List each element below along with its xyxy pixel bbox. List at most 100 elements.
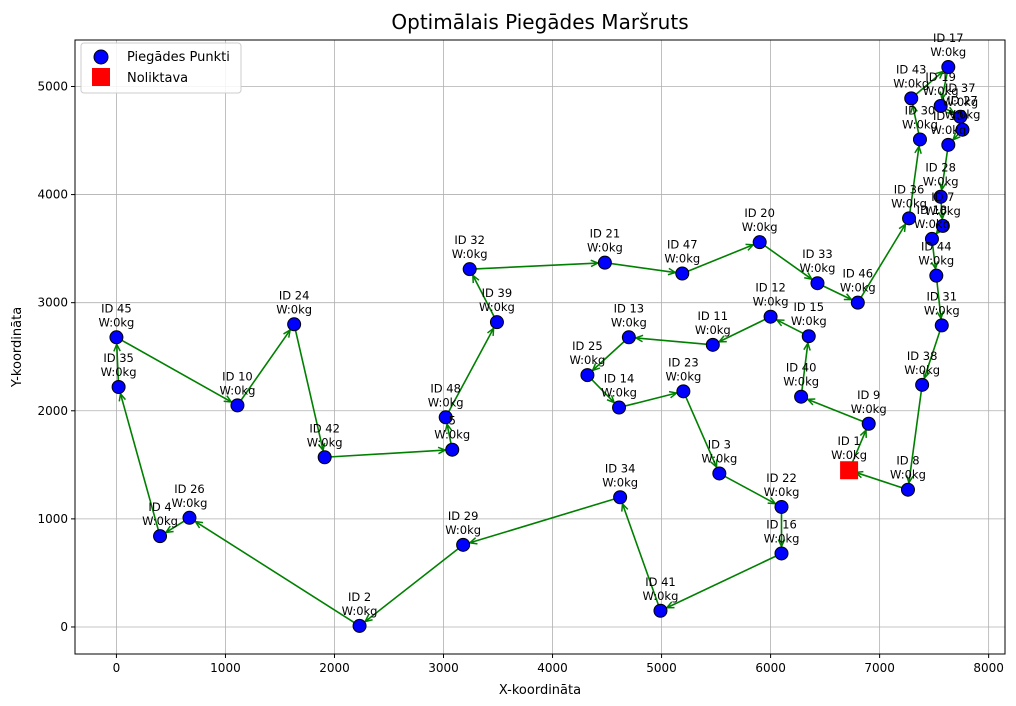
y-axis-label: Y-koordināta <box>10 307 25 388</box>
point-id-label: ID 25 <box>572 339 603 353</box>
point-id-label: ID 43 <box>896 62 927 76</box>
route-arrow <box>939 91 948 101</box>
legend-marker-points <box>93 49 109 65</box>
point-id-label: ID 14 <box>604 372 635 386</box>
point-id-label: ID 18 <box>917 203 948 217</box>
point-weight-label: W:0kg <box>930 45 966 59</box>
route-arrow <box>745 243 755 251</box>
point-id-label: ID 34 <box>605 461 636 475</box>
route-arrow <box>935 70 945 79</box>
delivery-point <box>850 295 865 310</box>
y-tick-label: 5000 <box>37 79 68 93</box>
delivery-point <box>774 546 789 561</box>
point-id-label: ID 31 <box>926 289 957 303</box>
point-weight-label: W:0kg <box>918 254 954 268</box>
point-weight-label: W:0kg <box>99 315 135 329</box>
y-tick-label: 2000 <box>37 404 68 418</box>
point-id-label: ID 22 <box>766 471 797 485</box>
delivery-point <box>933 189 948 204</box>
point-id-label: ID 32 <box>454 233 485 247</box>
legend-marker-depot <box>92 68 110 86</box>
point-id-label: ID 9 <box>857 388 880 402</box>
delivery-point <box>109 330 124 345</box>
route-segment <box>857 223 907 304</box>
route-arrow <box>113 342 121 352</box>
point-weight-label: W:0kg <box>276 302 312 316</box>
point-weight-label: W:0kg <box>945 108 981 122</box>
route-segment <box>194 520 360 627</box>
point-id-label: ID 17 <box>933 31 964 45</box>
x-tick-label: 1000 <box>210 661 241 675</box>
x-tick-label: 4000 <box>537 661 568 675</box>
delivery-point <box>801 329 816 344</box>
route-segment <box>469 262 598 270</box>
point-id-label: ID 4 <box>148 500 171 514</box>
point-weight-label: W:0kg <box>601 386 637 400</box>
delivery-point <box>182 510 197 525</box>
legend: Piegādes Punkti Noliktava <box>80 42 242 94</box>
point-id-label: ID 30 <box>905 103 936 117</box>
route-segment <box>718 316 771 343</box>
route-arrow <box>767 497 777 505</box>
route-arrow <box>468 537 478 545</box>
route-segment <box>364 544 464 623</box>
point-weight-label: W:0kg <box>172 496 208 510</box>
route-segment <box>621 503 662 612</box>
point-id-label: ID 21 <box>590 227 621 241</box>
delivery-point <box>794 389 809 404</box>
point-weight-label: W:0kg <box>479 300 515 314</box>
point-id-label: ID 13 <box>614 301 645 315</box>
route-segment <box>119 393 161 537</box>
route-segment <box>940 144 950 190</box>
point-weight-label: W:0kg <box>445 523 481 537</box>
delivery-point <box>456 537 471 552</box>
point-weight-label: W:0kg <box>924 303 960 317</box>
point-id-label: ID 12 <box>755 281 786 295</box>
point-id-label: ID 11 <box>698 309 729 323</box>
point-id-label: ID 42 <box>309 421 340 435</box>
delivery-point <box>933 98 948 113</box>
route-arrow <box>914 144 922 154</box>
delivery-point <box>915 377 930 392</box>
route-segment <box>923 325 943 379</box>
point-id-label: ID 44 <box>921 240 952 254</box>
point-weight-label: W:0kg <box>923 84 959 98</box>
legend-label-depot: Noliktava <box>127 71 188 86</box>
route-arrow <box>472 273 480 284</box>
delivery-points <box>109 60 970 633</box>
route-arrow <box>668 390 679 399</box>
route-segment <box>115 344 120 388</box>
route-arrow <box>283 328 292 338</box>
route-segment <box>635 337 713 346</box>
delivery-point <box>953 109 968 124</box>
route-arrow <box>437 446 448 455</box>
legend-box <box>80 42 242 94</box>
delivery-point <box>653 603 668 618</box>
point-weight-label: W:0kg <box>664 251 700 265</box>
point-weight-label: W:0kg <box>220 383 256 397</box>
delivery-point <box>675 266 690 281</box>
route-arrow <box>859 428 867 438</box>
route-segment <box>908 384 923 483</box>
delivery-point <box>462 262 477 277</box>
delivery-point <box>935 218 950 233</box>
point-id-label: ID 7 <box>931 190 954 204</box>
delivery-point <box>580 368 595 383</box>
point-weight-label: W:0kg <box>701 451 737 465</box>
point-weight-label: W:0kg <box>890 468 926 482</box>
point-weight-label: W:0kg <box>914 217 950 231</box>
point-id-label: ID 8 <box>896 454 919 468</box>
chart-title: Optimālais Piegādes Maršruts <box>391 10 688 34</box>
point-weight-label: W:0kg <box>930 123 966 137</box>
delivery-point <box>941 137 956 152</box>
point-id-label: ID 3 <box>708 437 731 451</box>
route-segment <box>472 275 498 323</box>
route-segment <box>592 336 630 371</box>
point-weight-label: W:0kg <box>569 353 605 367</box>
point-weight-label: W:0kg <box>695 323 731 337</box>
x-tick-label: 8000 <box>973 661 1004 675</box>
point-id-label: ID 35 <box>103 351 134 365</box>
route-segment <box>855 471 909 491</box>
point-weight-label: W:0kg <box>902 117 938 131</box>
